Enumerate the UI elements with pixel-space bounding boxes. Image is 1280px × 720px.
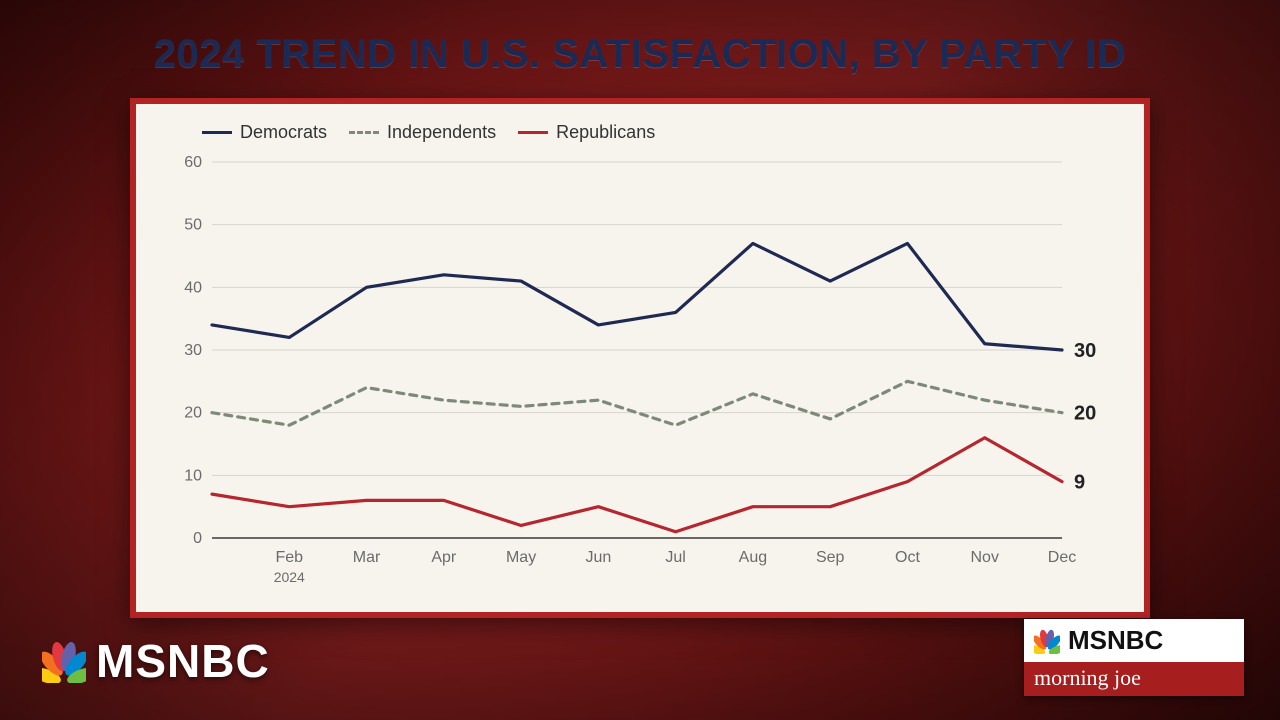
svg-text:0: 0 [193, 530, 202, 547]
svg-text:Mar: Mar [353, 549, 381, 566]
chart-panel-inner: Democrats Independents Republicans 0 10 20… [136, 104, 1144, 612]
chart-area: 0 10 20 30 40 50 60 Feb 2024 Mar Apr May Jun Jul Aug Se… [162, 152, 1118, 594]
svg-text:Aug: Aug [739, 549, 767, 566]
svg-text:Jul: Jul [665, 549, 685, 566]
legend-item-republicans: Republicans [518, 122, 655, 143]
legend-label-republicans: Republicans [556, 122, 655, 143]
peacock-icon [42, 639, 86, 683]
svg-text:40: 40 [184, 279, 202, 296]
svg-text:2024: 2024 [274, 569, 305, 585]
legend-item-democrats: Democrats [202, 122, 327, 143]
legend-label-independents: Independents [387, 122, 496, 143]
show-logo-lower-right: MSNBC morning joe [1024, 619, 1244, 696]
svg-text:Oct: Oct [895, 549, 920, 566]
legend-swatch-independents [349, 131, 379, 134]
svg-text:Nov: Nov [971, 549, 999, 566]
svg-text:Dec: Dec [1048, 549, 1076, 566]
chart-panel-outer: Democrats Independents Republicans 0 10 20… [130, 98, 1150, 618]
svg-text:30: 30 [1074, 340, 1096, 362]
svg-text:Sep: Sep [816, 549, 845, 566]
peacock-icon [1034, 628, 1060, 654]
svg-text:50: 50 [184, 217, 202, 234]
svg-text:60: 60 [184, 154, 202, 171]
svg-text:10: 10 [184, 467, 202, 484]
network-logo-lower-left: MSNBC [42, 634, 270, 688]
svg-text:Jun: Jun [585, 549, 611, 566]
svg-text:20: 20 [184, 405, 202, 422]
show-logo-top: MSNBC [1024, 619, 1244, 662]
line-chart-svg: 0 10 20 30 40 50 60 Feb 2024 Mar Apr May Jun Jul Aug Se… [162, 152, 1118, 594]
show-name: morning joe [1024, 662, 1244, 696]
network-name: MSNBC [96, 634, 270, 688]
legend-swatch-democrats [202, 131, 232, 134]
legend-label-democrats: Democrats [240, 122, 327, 143]
headline: 2024 TREND IN U.S. SATISFACTION, BY PART… [0, 32, 1280, 77]
svg-text:30: 30 [184, 342, 202, 359]
network-name-small: MSNBC [1068, 625, 1163, 656]
svg-text:May: May [506, 549, 536, 566]
svg-text:9: 9 [1074, 472, 1085, 494]
svg-text:Apr: Apr [431, 549, 457, 566]
chart-legend: Democrats Independents Republicans [202, 122, 1118, 143]
broadcast-frame: 2024 TREND IN U.S. SATISFACTION, BY PART… [0, 0, 1280, 720]
svg-text:20: 20 [1074, 403, 1096, 425]
legend-item-independents: Independents [349, 122, 496, 143]
svg-text:Feb: Feb [275, 549, 303, 566]
legend-swatch-republicans [518, 131, 548, 134]
